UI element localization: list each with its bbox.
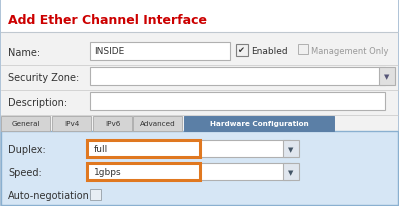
Text: INSIDE: INSIDE xyxy=(94,47,124,56)
Bar xyxy=(90,43,230,61)
Text: IPv6: IPv6 xyxy=(105,121,120,127)
Bar xyxy=(236,45,248,57)
Bar xyxy=(1,33,398,127)
Bar xyxy=(87,140,200,157)
Text: Duplex:: Duplex: xyxy=(8,144,46,154)
Text: General: General xyxy=(11,121,40,127)
Text: ▼: ▼ xyxy=(384,74,390,80)
Bar xyxy=(93,116,132,131)
Bar xyxy=(1,116,50,131)
Text: Security Zone:: Security Zone: xyxy=(8,73,79,83)
Bar xyxy=(283,140,299,157)
Bar xyxy=(133,116,182,131)
Bar xyxy=(90,189,101,200)
Bar xyxy=(90,68,385,85)
Text: Management Only: Management Only xyxy=(311,47,389,56)
Text: ▼: ▼ xyxy=(288,146,294,152)
Bar xyxy=(379,68,395,85)
Bar xyxy=(200,163,290,180)
Text: IPv4: IPv4 xyxy=(64,121,79,127)
Bar xyxy=(90,92,385,110)
Bar xyxy=(184,116,334,131)
Text: Speed:: Speed: xyxy=(8,167,42,177)
Text: Enabled: Enabled xyxy=(251,47,288,56)
Bar xyxy=(52,116,91,131)
Bar xyxy=(1,1,398,33)
Bar xyxy=(283,163,299,180)
Bar xyxy=(87,163,200,180)
Text: ✔: ✔ xyxy=(237,46,244,55)
Bar xyxy=(200,140,290,157)
Text: Add Ether Channel Interface: Add Ether Channel Interface xyxy=(8,13,207,26)
Text: 1gbps: 1gbps xyxy=(94,168,122,177)
Text: full: full xyxy=(94,145,108,154)
Bar xyxy=(1,131,398,205)
Text: Auto-negotiation:: Auto-negotiation: xyxy=(8,190,93,200)
Text: Hardware Configuration: Hardware Configuration xyxy=(209,121,308,127)
Text: Name:: Name: xyxy=(8,48,40,58)
Text: Advanced: Advanced xyxy=(140,121,176,127)
Bar xyxy=(298,45,308,55)
Text: Description:: Description: xyxy=(8,97,67,108)
Text: ▼: ▼ xyxy=(288,169,294,175)
